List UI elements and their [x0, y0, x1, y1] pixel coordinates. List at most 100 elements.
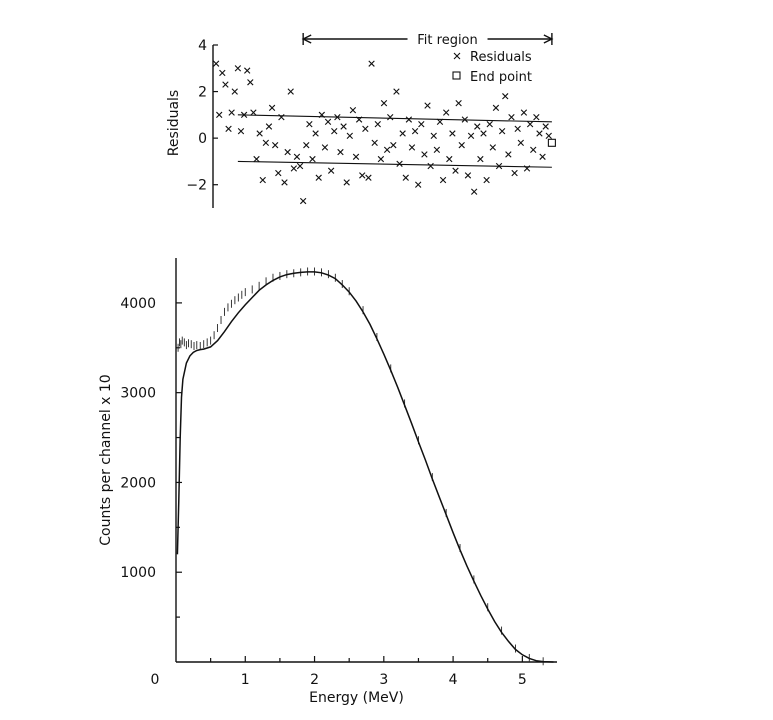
- origin-label: 0: [151, 672, 160, 688]
- residual-point: [299, 197, 307, 205]
- residual-point: [368, 60, 375, 67]
- legend-label-end-point: End point: [470, 70, 532, 85]
- residual-point: [237, 127, 245, 135]
- residual-point: [303, 141, 310, 149]
- residuals-band-line-1: [237, 160, 552, 168]
- residual-point: [396, 160, 403, 167]
- residual-point: [352, 153, 360, 160]
- residual-point: [268, 104, 276, 112]
- residuals-y-tick-label-0: 4: [198, 38, 207, 54]
- residuals-y-tick-label-1: 2: [198, 85, 207, 101]
- residual-point: [536, 130, 543, 137]
- residual-point: [275, 169, 282, 177]
- residual-point: [247, 79, 254, 86]
- residual-point: [495, 162, 503, 170]
- residual-point: [402, 174, 409, 181]
- residual-point: [371, 139, 378, 146]
- residual-point: [346, 132, 353, 140]
- residual-point: [390, 141, 397, 149]
- residual-point: [517, 139, 524, 146]
- residual-point: [212, 60, 220, 67]
- residual-point: [483, 176, 490, 184]
- residual-point: [498, 127, 506, 135]
- residual-point: [306, 120, 313, 128]
- residual-point: [452, 167, 459, 174]
- residual-point: [474, 123, 481, 130]
- residuals-y-tick-label-3: −2: [186, 178, 207, 194]
- spectrum-x-tick-label-4: 5: [518, 672, 527, 688]
- residual-point: [374, 120, 381, 128]
- residual-point: [424, 102, 431, 109]
- residual-point: [240, 111, 248, 119]
- residual-point: [383, 146, 391, 153]
- residuals-legend: Residuals End point: [452, 50, 532, 85]
- spectrum-x-tick-label-3: 4: [449, 672, 458, 688]
- residual-point: [387, 113, 394, 121]
- residual-point: [508, 113, 515, 121]
- residuals-y-ticks: 4 2 0 −2: [186, 38, 218, 194]
- residual-point: [334, 113, 341, 121]
- residual-point: [486, 120, 493, 128]
- residual-point: [520, 109, 528, 116]
- residual-point: [228, 109, 235, 116]
- residual-point: [455, 100, 462, 107]
- residual-point: [355, 116, 363, 123]
- residual-point: [492, 104, 500, 112]
- residual-point: [502, 93, 509, 100]
- residual-point: [262, 139, 270, 146]
- spectrum-data-points: [177, 267, 544, 666]
- residual-point: [405, 116, 413, 123]
- residuals-band-lines: [237, 114, 552, 168]
- legend-marker-residuals: [453, 52, 461, 60]
- legend-marker-end-point: [452, 71, 461, 80]
- spectrum-x-ticks: 1 2 3 4 5: [210, 656, 527, 688]
- spectrum-y-axis-label: Counts per channel x 10: [98, 374, 114, 545]
- residual-point: [281, 179, 288, 186]
- residual-point: [324, 118, 332, 126]
- residual-point: [433, 146, 441, 153]
- residual-point: [461, 116, 469, 123]
- residual-point: [331, 127, 338, 135]
- residual-point: [222, 81, 229, 88]
- residual-point: [446, 155, 453, 163]
- residual-point: [340, 123, 347, 130]
- residuals-points: [212, 60, 552, 205]
- residual-point: [284, 148, 291, 156]
- residual-point: [514, 125, 521, 133]
- residual-point: [530, 146, 537, 153]
- residual-point: [415, 181, 422, 188]
- residual-point: [293, 153, 301, 160]
- end-point-square: [547, 138, 556, 147]
- residual-point: [225, 125, 232, 133]
- residuals-chart: 4 2 0 −2 Residuals Fit region Residuals End…: [166, 33, 556, 208]
- residual-point: [411, 127, 419, 135]
- residual-point: [359, 172, 366, 179]
- residual-point: [349, 107, 357, 114]
- residual-point: [489, 144, 497, 151]
- residual-point: [480, 130, 487, 137]
- residual-point: [296, 162, 304, 170]
- residuals-y-axis-label: Residuals: [166, 90, 182, 156]
- residual-point: [362, 125, 369, 133]
- residual-point: [309, 155, 316, 163]
- legend-label-residuals: Residuals: [470, 50, 532, 65]
- spectrum-y-ticks: 1000 2000 3000 4000: [120, 296, 182, 618]
- residual-point: [393, 88, 400, 95]
- fit-region-label: Fit region: [417, 33, 478, 48]
- residual-point: [327, 167, 335, 174]
- end-point-marker: [547, 138, 556, 147]
- residual-point: [539, 153, 546, 160]
- residual-point: [259, 176, 266, 184]
- residual-point: [312, 130, 319, 137]
- residual-point: [287, 88, 294, 95]
- residual-point: [442, 109, 450, 116]
- spectrum-x-tick-label-2: 3: [379, 672, 388, 688]
- residual-point: [321, 144, 329, 151]
- residual-point: [256, 130, 263, 137]
- residual-point: [337, 148, 344, 156]
- residual-point: [427, 162, 434, 170]
- residual-point: [234, 65, 242, 72]
- residual-point: [467, 132, 475, 140]
- residual-point: [399, 130, 406, 137]
